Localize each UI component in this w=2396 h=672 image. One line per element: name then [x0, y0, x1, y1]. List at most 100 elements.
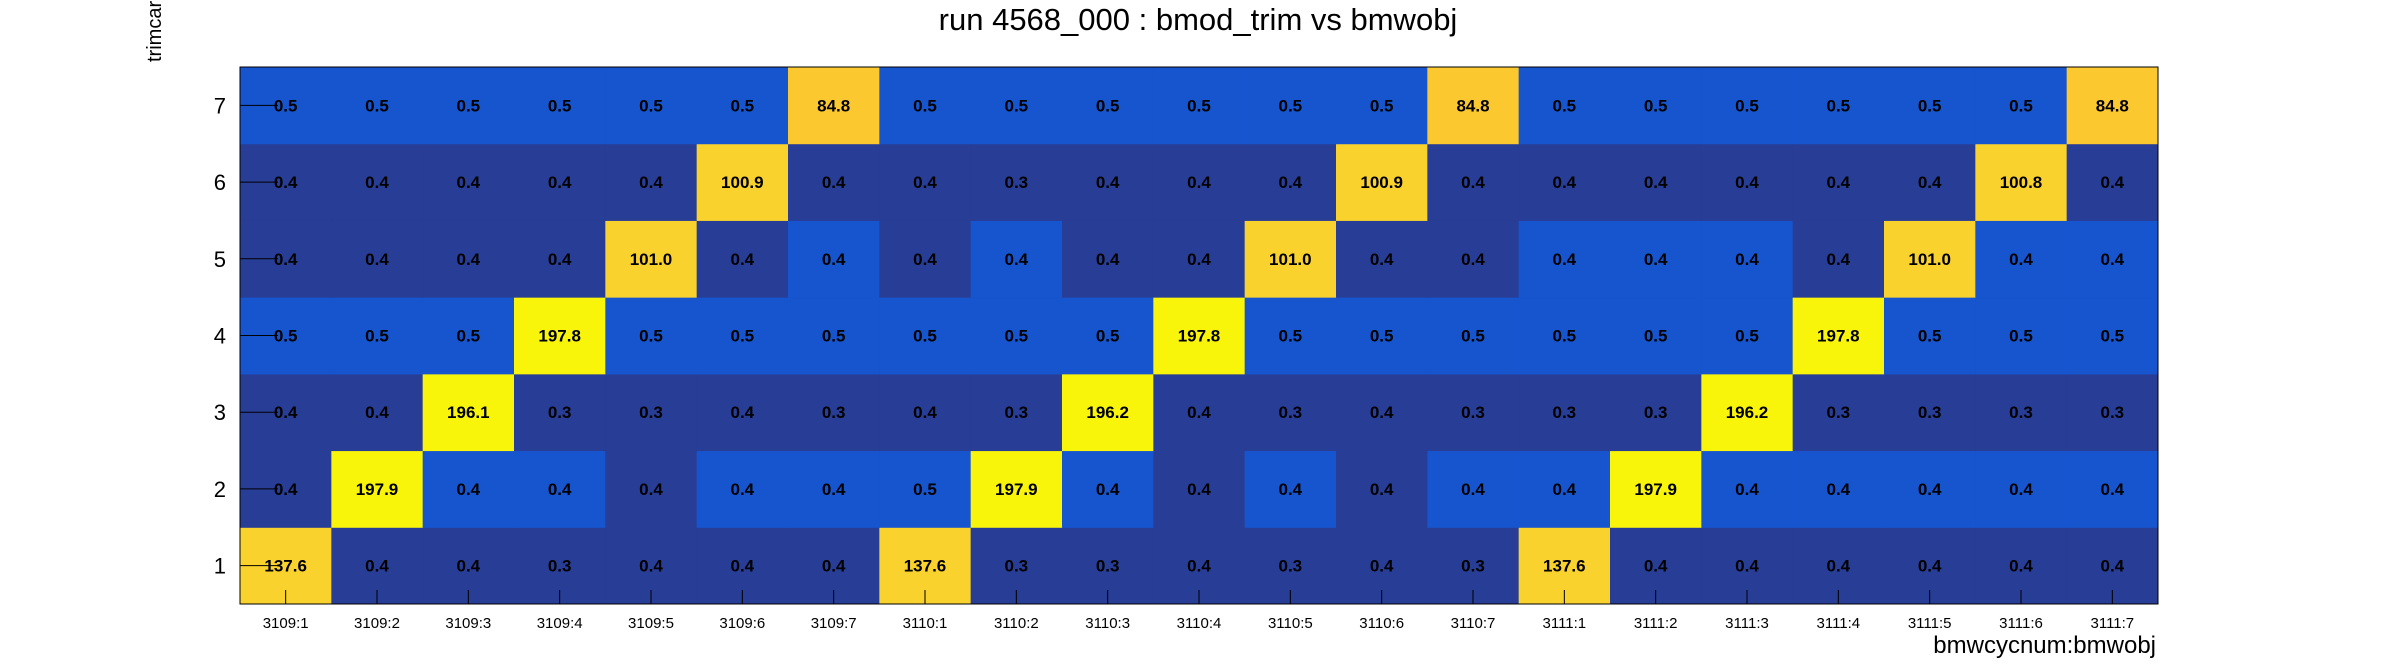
heatmap-cell: [2066, 373, 2159, 452]
heatmap-cell: [970, 450, 1063, 528]
heatmap-cell: [331, 143, 424, 221]
heatmap-cell: [331, 67, 424, 145]
cell-value-label: 0.4: [365, 557, 389, 576]
cell-value-label: 0.3: [1005, 403, 1029, 422]
heatmap-cell: [1701, 297, 1794, 375]
cell-value-label: 0.4: [1735, 250, 1759, 269]
heatmap-cell: [1153, 143, 1246, 221]
heatmap-cell: [1884, 373, 1976, 452]
heatmap-cell: [1884, 143, 1976, 221]
heatmap-cell: [1336, 297, 1428, 375]
cell-value-label: 0.5: [639, 96, 663, 115]
x-tick-label: 3109:3: [445, 615, 491, 632]
cell-value-label: 0.4: [2101, 480, 2125, 499]
cell-value-label: 0.4: [1553, 480, 1577, 499]
cell-value-label: 0.5: [457, 96, 481, 115]
cell-value-label: 197.9: [995, 480, 1038, 499]
heatmap-cell: [1518, 220, 1611, 298]
cell-value-label: 0.3: [1827, 403, 1851, 422]
heatmap-cell: [1701, 143, 1794, 221]
y-tick-label: 1: [214, 554, 226, 579]
x-tick-label: 3109:7: [811, 615, 857, 632]
cell-value-label: 0.4: [2101, 250, 2125, 269]
cell-value-label: 0.4: [548, 480, 572, 499]
cell-value-label: 0.5: [1461, 327, 1485, 346]
x-tick-label: 3110:4: [1177, 615, 1222, 632]
heatmap-cell: [1975, 297, 2068, 375]
cell-value-label: 0.4: [457, 557, 481, 576]
x-tick-label: 3109:6: [719, 615, 765, 632]
heatmap-cell: [1518, 297, 1611, 375]
heatmap-cell: [1244, 450, 1337, 528]
cell-value-label: 0.4: [1461, 480, 1485, 499]
heatmap-cell: [331, 220, 424, 298]
cell-value-label: 0.3: [1005, 557, 1029, 576]
cell-value-label: 0.4: [1735, 557, 1759, 576]
cell-value-label: 0.4: [822, 250, 846, 269]
cell-value-label: 0.3: [2101, 403, 2125, 422]
cell-value-label: 0.5: [913, 480, 937, 499]
cell-value-label: 0.4: [731, 480, 755, 499]
cell-value-label: 0.5: [1096, 327, 1120, 346]
cell-value-label: 0.3: [548, 557, 572, 576]
x-tick-label: 3111:6: [1999, 615, 2043, 632]
heatmap-cell: [1427, 143, 1520, 221]
heatmap-cell: [422, 450, 515, 528]
cell-value-label: 0.3: [548, 403, 572, 422]
cell-value-label: 137.6: [264, 557, 307, 576]
cell-value-label: 0.4: [365, 173, 389, 192]
cell-value-label: 0.4: [639, 173, 663, 192]
heatmap-cell: [1244, 67, 1337, 145]
cell-value-label: 0.5: [274, 96, 298, 115]
x-tick-label: 3109:4: [537, 615, 583, 632]
cell-value-label: 0.3: [1279, 557, 1303, 576]
heatmap-cell: [1427, 297, 1520, 375]
heatmap-cell: [514, 67, 606, 145]
cell-value-label: 0.4: [274, 403, 298, 422]
heatmap-cell: [879, 143, 972, 221]
cell-value-label: 0.4: [639, 480, 663, 499]
cell-value-label: 0.5: [1096, 96, 1120, 115]
heatmap-cell: [1153, 450, 1246, 528]
x-tick-label: 3111:1: [1543, 615, 1587, 632]
heatmap-cell: [422, 297, 515, 375]
cell-value-label: 0.4: [548, 173, 572, 192]
cell-value-label: 0.4: [274, 250, 298, 269]
heatmap-cell: [1701, 220, 1794, 298]
cell-value-label: 0.4: [1644, 250, 1668, 269]
cell-value-label: 196.1: [447, 403, 490, 422]
heatmap-cell: [1792, 450, 1885, 528]
heatmap-cell: [1062, 297, 1154, 375]
heatmap-cell: [2066, 67, 2159, 145]
heatmap-cell: [1884, 297, 1976, 375]
heatmap-cell: [1792, 143, 1885, 221]
heatmap-cell: [331, 297, 424, 375]
cell-value-label: 0.5: [2009, 96, 2033, 115]
cell-value-label: 0.5: [1644, 327, 1668, 346]
cell-value-label: 0.5: [2009, 327, 2033, 346]
heatmap-cell: [1975, 373, 2068, 452]
cell-value-label: 0.5: [1370, 96, 1394, 115]
heatmap-cell: [1336, 450, 1428, 528]
cell-value-label: 0.3: [822, 403, 846, 422]
x-axis-label: bmwcycnum:bmwobj: [1933, 632, 2156, 659]
cell-value-label: 0.3: [1918, 403, 1942, 422]
heatmap-cell: [605, 373, 698, 452]
heatmap-cell: [1244, 143, 1337, 221]
x-tick-label: 3111:5: [1908, 615, 1952, 632]
cell-value-label: 0.4: [1370, 250, 1394, 269]
heatmap-cell: [1153, 220, 1246, 298]
heatmap-cell: [2066, 450, 2159, 528]
cell-value-label: 196.2: [1726, 403, 1769, 422]
heatmap-cell: [2066, 143, 2159, 221]
y-tick-label: 5: [214, 247, 226, 272]
heatmap-cell: [788, 143, 880, 221]
cell-value-label: 84.8: [1456, 96, 1489, 115]
heatmap-cell: [696, 450, 789, 528]
cell-value-label: 0.4: [731, 250, 755, 269]
heatmap-cell: [1244, 220, 1337, 298]
heatmap-cell: [605, 297, 698, 375]
cell-value-label: 0.5: [1005, 96, 1029, 115]
heatmap-cell: [696, 297, 789, 375]
